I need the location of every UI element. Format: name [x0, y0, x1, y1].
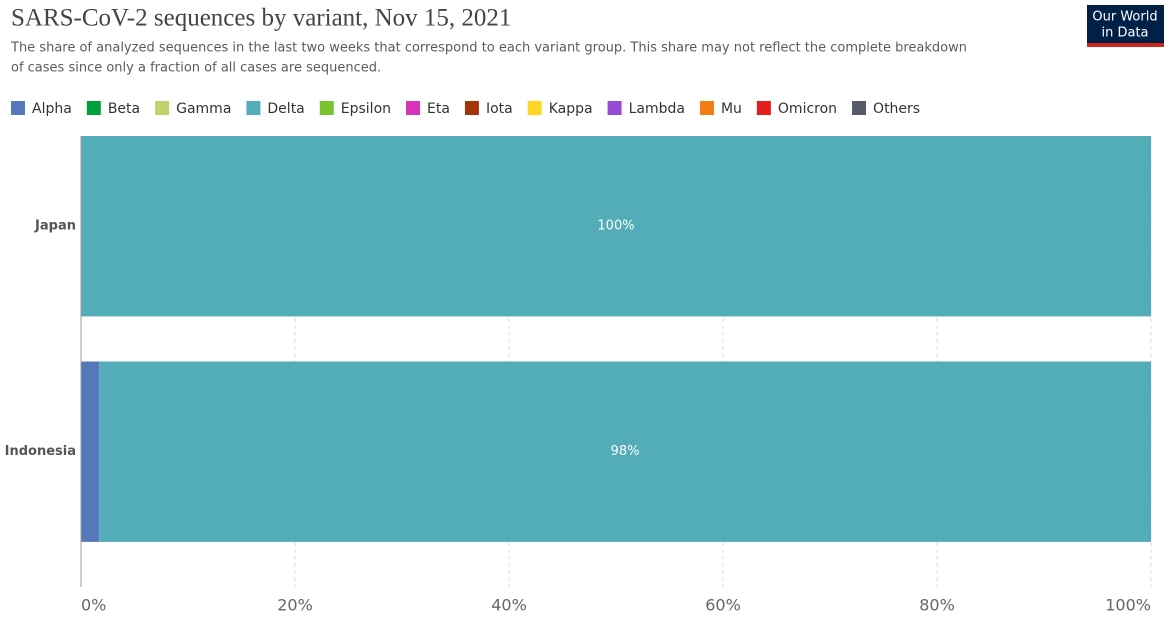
subtitle: of cases since only a fraction of all ca… [11, 61, 381, 76]
legend-label: Beta [108, 101, 140, 117]
subtitle: The share of analyzed sequences in the l… [10, 41, 967, 56]
y-tick-label: Indonesia [5, 444, 76, 459]
legend-swatch [86, 101, 101, 115]
legend-swatch [699, 101, 714, 115]
legend-label: Kappa [549, 101, 593, 117]
legend-label: Epsilon [341, 101, 391, 117]
logo-box [1087, 5, 1164, 47]
legend-swatch [756, 101, 771, 115]
legend-label: Omicron [778, 101, 837, 117]
legend-label: Eta [427, 101, 450, 117]
y-tick-label: Japan [34, 219, 76, 234]
bar-segment [99, 361, 1152, 542]
chart-title: SARS-CoV-2 sequences by variant, Nov 15,… [11, 5, 511, 32]
legend-label: Iota [486, 101, 513, 117]
legend-swatch [464, 101, 479, 115]
x-tick-label: 40% [491, 596, 527, 615]
legend-swatch [246, 101, 261, 115]
bar-segment [81, 361, 100, 542]
legend-label: Alpha [32, 101, 72, 117]
x-tick-label: 80% [919, 596, 955, 615]
legend-label: Mu [721, 101, 742, 117]
legend-label: Delta [267, 101, 304, 117]
legend-swatch [319, 101, 334, 115]
x-tick-label: 100% [1105, 596, 1151, 615]
value-label: 100% [597, 219, 634, 234]
legend-swatch [852, 101, 867, 115]
logo-text: Our World [1092, 10, 1157, 25]
legend-swatch [406, 101, 421, 115]
legend-label: Gamma [176, 101, 231, 117]
logo-text: in Data [1101, 26, 1148, 41]
legend-swatch [527, 101, 542, 115]
legend-label: Others [873, 101, 920, 117]
legend-swatch [607, 101, 622, 115]
bar-segment [81, 136, 1151, 317]
x-tick-label: 60% [705, 596, 741, 615]
logo[interactable]: Our World in Data [1087, 5, 1164, 47]
legend-label: Lambda [629, 101, 685, 117]
legend-swatch [155, 101, 170, 115]
legend-swatch [11, 101, 25, 115]
x-tick-label: 20% [277, 596, 313, 615]
x-tick-label: 0% [81, 596, 106, 615]
logo-bar [1087, 43, 1164, 47]
value-label: 98% [611, 444, 640, 459]
